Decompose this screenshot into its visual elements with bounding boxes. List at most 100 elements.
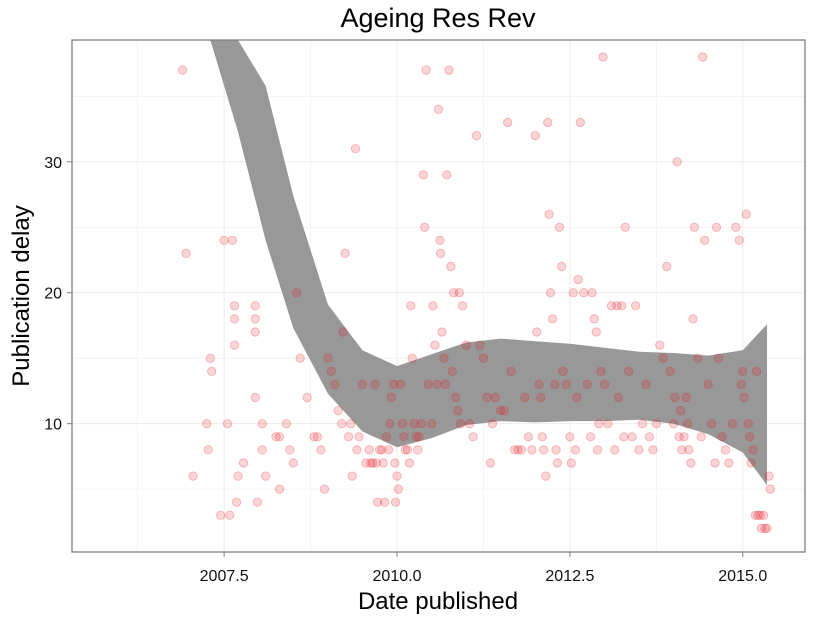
data-point [582, 379, 592, 389]
data-point [710, 458, 720, 468]
data-point [490, 392, 500, 403]
data-point [544, 209, 554, 219]
data-point [677, 445, 687, 455]
data-point [711, 222, 722, 232]
data-point [758, 510, 769, 520]
data-point [250, 327, 260, 337]
data-point [233, 471, 243, 481]
data-point [681, 392, 691, 403]
data-point [333, 405, 343, 416]
data-point [620, 222, 630, 232]
data-point [612, 301, 622, 311]
x-tick-label: 2007.5 [200, 568, 249, 585]
data-point [487, 419, 497, 429]
data-point [188, 471, 198, 481]
data-point [619, 432, 629, 442]
data-point [556, 261, 567, 272]
data-point [753, 510, 763, 520]
data-point [587, 288, 597, 298]
data-point [610, 445, 620, 455]
data-point [461, 340, 471, 350]
data-point [509, 445, 520, 455]
data-point [655, 340, 665, 350]
data-point [561, 379, 572, 389]
data-point [420, 222, 430, 232]
data-point [731, 222, 741, 232]
data-point [388, 379, 399, 389]
data-point [232, 497, 242, 507]
x-tick-label: 2015.0 [718, 568, 767, 585]
data-point [395, 379, 406, 389]
data-point [627, 432, 637, 442]
data-point [346, 419, 356, 429]
data-point [485, 458, 495, 468]
data-point [672, 157, 682, 167]
data-point [748, 445, 758, 455]
data-point [670, 392, 680, 403]
data-point [418, 170, 428, 180]
data-point [698, 52, 708, 62]
data-point [416, 419, 426, 429]
data-point [550, 379, 560, 389]
data-point [554, 222, 565, 232]
data-point [274, 432, 285, 442]
axis-ticks: 2007.5 2010.0 2012.5 2015.0 10 20 30 [44, 155, 767, 585]
data-point [545, 288, 556, 298]
data-point [225, 510, 235, 520]
data-point [292, 288, 302, 298]
data-point [205, 353, 215, 363]
data-point [229, 314, 240, 324]
data-point [475, 340, 485, 350]
data-point [406, 301, 416, 311]
data-point [223, 419, 233, 429]
data-point [682, 419, 693, 429]
data-point [260, 471, 271, 481]
data-point [250, 301, 260, 311]
data-point [423, 379, 433, 389]
data-point [381, 432, 392, 442]
data-point [662, 261, 672, 272]
data-point [755, 510, 765, 520]
data-point [637, 419, 648, 429]
data-point [651, 419, 661, 429]
data-point [760, 523, 770, 534]
data-point [684, 445, 694, 455]
data-point [386, 392, 397, 403]
data-point [390, 458, 400, 468]
data-point [603, 419, 613, 429]
y-tick-label: 30 [44, 155, 62, 172]
data-point [350, 144, 361, 154]
data-point [579, 288, 589, 298]
data-point [178, 65, 188, 75]
data-point [575, 117, 585, 128]
data-point [727, 419, 738, 429]
data-point [739, 392, 749, 403]
data-point [216, 510, 226, 520]
data-point [532, 327, 542, 337]
data-point [181, 248, 191, 258]
data-point [402, 445, 412, 455]
data-point [400, 445, 410, 455]
data-point [558, 366, 568, 376]
data-point [482, 392, 492, 403]
data-point [464, 419, 475, 429]
x-tick-label: 2010.0 [373, 568, 422, 585]
data-point [371, 458, 381, 468]
data-point [573, 274, 583, 285]
x-axis-title: Date published [358, 588, 518, 615]
data-point [257, 419, 267, 429]
data-point [527, 445, 537, 455]
data-point [591, 327, 601, 337]
data-point [340, 248, 350, 258]
data-point [516, 445, 527, 455]
data-point [693, 353, 703, 363]
data-point [458, 301, 468, 311]
data-point [337, 419, 347, 429]
data-point [250, 314, 260, 324]
data-point [368, 458, 378, 468]
data-point [700, 235, 710, 245]
data-point [219, 235, 229, 245]
data-point [430, 340, 440, 350]
data-point [594, 419, 604, 429]
data-points [178, 52, 776, 534]
